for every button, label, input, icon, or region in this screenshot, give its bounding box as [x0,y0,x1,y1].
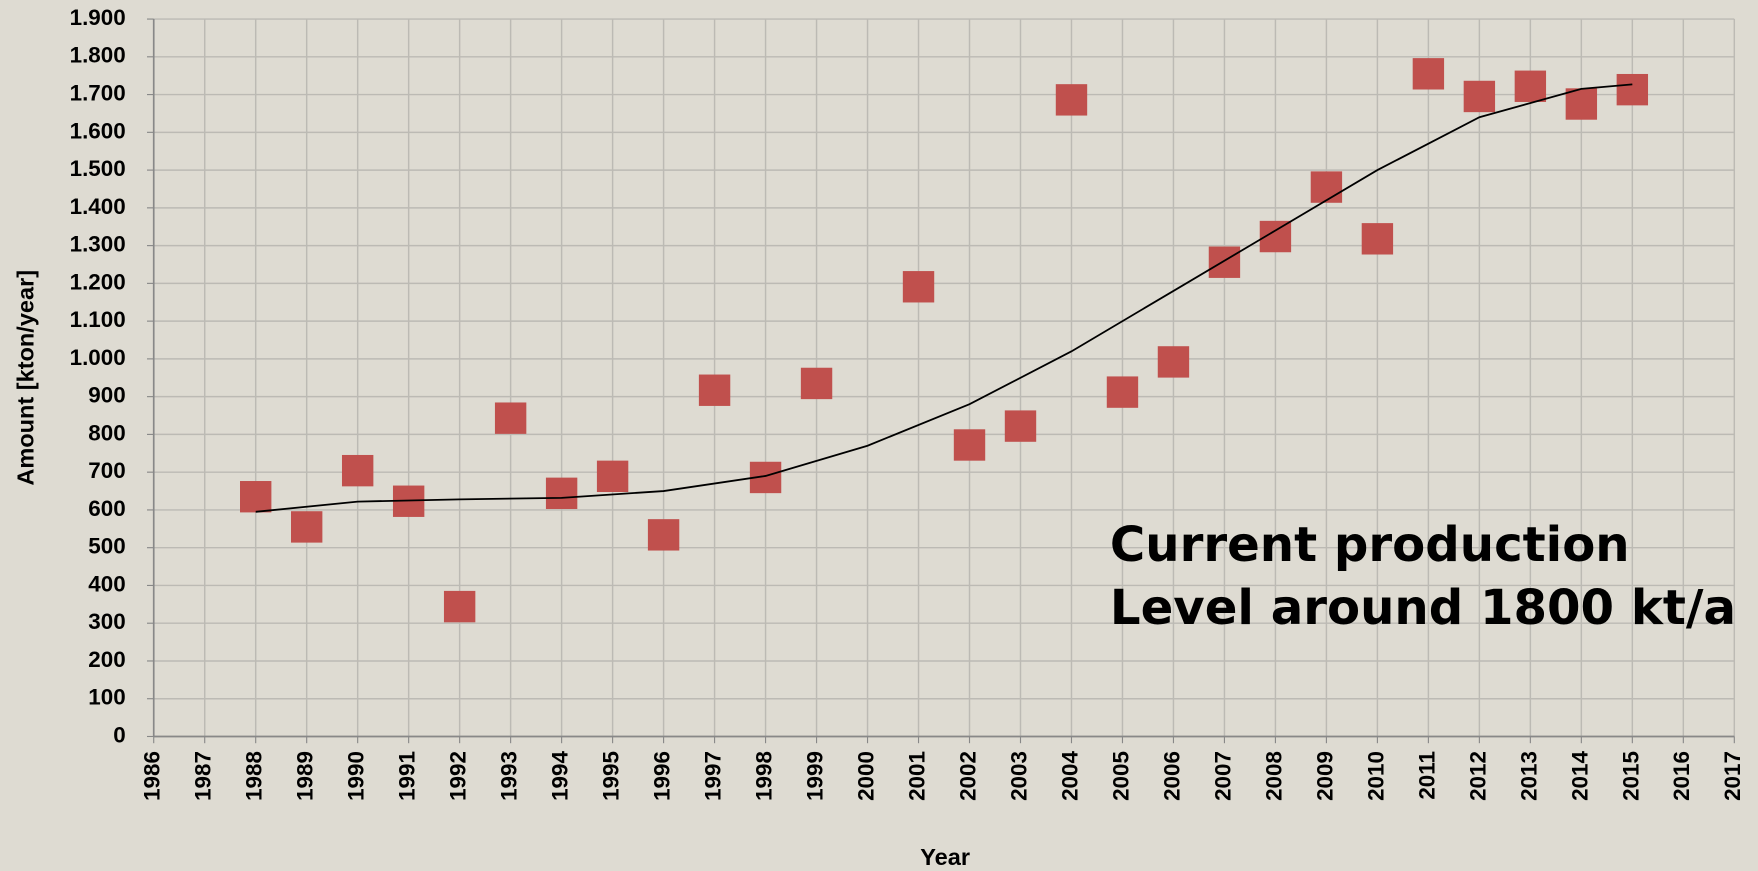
y-tick-label: 800 [88,420,125,445]
x-tick-label: 2009 [1312,751,1337,801]
point [647,519,680,551]
point [1310,171,1343,203]
x-tick-label: 2015 [1618,751,1643,801]
point [341,454,374,487]
x-tick-label: 2004 [1057,751,1082,801]
y-tick-label: 1.800 [70,43,126,68]
x-tick-label: 1995 [599,751,624,801]
y-tick-label: 400 [88,571,125,596]
point [953,429,986,461]
y-tick-label: 700 [88,458,125,483]
x-tick-label: 1996 [650,751,675,801]
point [1463,80,1496,113]
x-tick-label: 2001 [904,751,929,801]
y-tick-label: 1.700 [70,80,126,105]
x-tick-label: 1997 [700,751,725,801]
point [1208,246,1241,278]
x-tick-label: 2013 [1516,751,1541,801]
point [1361,223,1394,255]
x-axis-label: Year [920,844,970,870]
y-axis-label: Amount [kton/year] [12,270,38,486]
y-tick-label: 200 [88,647,125,672]
x-tick-label: 2002 [955,751,980,801]
y-tick-label: 1.100 [70,307,126,332]
point [596,460,629,493]
y-tick-label: 0 [113,722,125,747]
point [1412,58,1445,90]
x-tick-label: 2006 [1159,751,1184,801]
point [1565,88,1598,120]
x-tick-label: 2014 [1567,751,1592,801]
x-tick-label: 1990 [344,751,369,801]
point [494,402,527,434]
x-tick-label: 2016 [1669,751,1694,801]
x-tick-label: 1994 [548,751,573,801]
point [1004,410,1037,442]
x-tick-label: 2010 [1363,751,1388,801]
point [545,477,578,510]
y-tick-label: 1.600 [70,118,126,143]
point [1157,346,1190,378]
x-tick-label: 2017 [1720,751,1745,801]
trend-line [255,83,1633,513]
point [240,481,272,513]
point [290,511,323,543]
y-tick-label: 600 [88,496,125,521]
point [1106,376,1139,408]
point [443,590,476,623]
x-tick-label: 1987 [191,751,216,801]
x-tick-label: 1989 [293,751,318,801]
y-tick-label: 1.300 [70,232,126,257]
y-tick-label: 1.900 [70,5,126,30]
x-tick-label: 2007 [1210,751,1235,801]
y-tick-label: 900 [88,383,125,408]
point [1514,70,1547,102]
x-tick-label: 2000 [853,751,878,801]
y-tick-label: 1.400 [70,194,126,219]
point [800,367,833,400]
x-tick-label: 1991 [395,751,420,801]
annotation: Level around 1800 kt/a [1110,580,1736,636]
marks [240,58,1649,623]
x-tick-label: 2012 [1465,751,1490,801]
y-tick-label: 500 [88,534,125,559]
x-tick-label: 2008 [1261,751,1286,801]
x-tick-label: 1988 [242,751,267,801]
point [902,271,935,303]
x-tick-label: 2011 [1414,751,1439,800]
y-tick-label: 300 [88,609,125,634]
y-tick-label: 100 [88,685,125,710]
annotation: Current production [1110,517,1630,573]
point [1616,73,1649,106]
x-tick-label: 2003 [1006,751,1031,801]
point [1055,84,1088,116]
y-tick-label: 1.200 [70,269,126,294]
x-tick-label: 1992 [446,751,471,801]
x-tick-label: 2005 [1108,751,1133,801]
x-tick-label: 1986 [140,751,165,801]
y-tick-label: 1.500 [70,156,126,181]
x-tick-label: 1998 [751,751,776,801]
x-tick-label: 1999 [802,751,827,801]
point [698,374,731,406]
x-tick-label: 1993 [497,751,522,801]
y-tick-label: 1.000 [70,345,126,370]
